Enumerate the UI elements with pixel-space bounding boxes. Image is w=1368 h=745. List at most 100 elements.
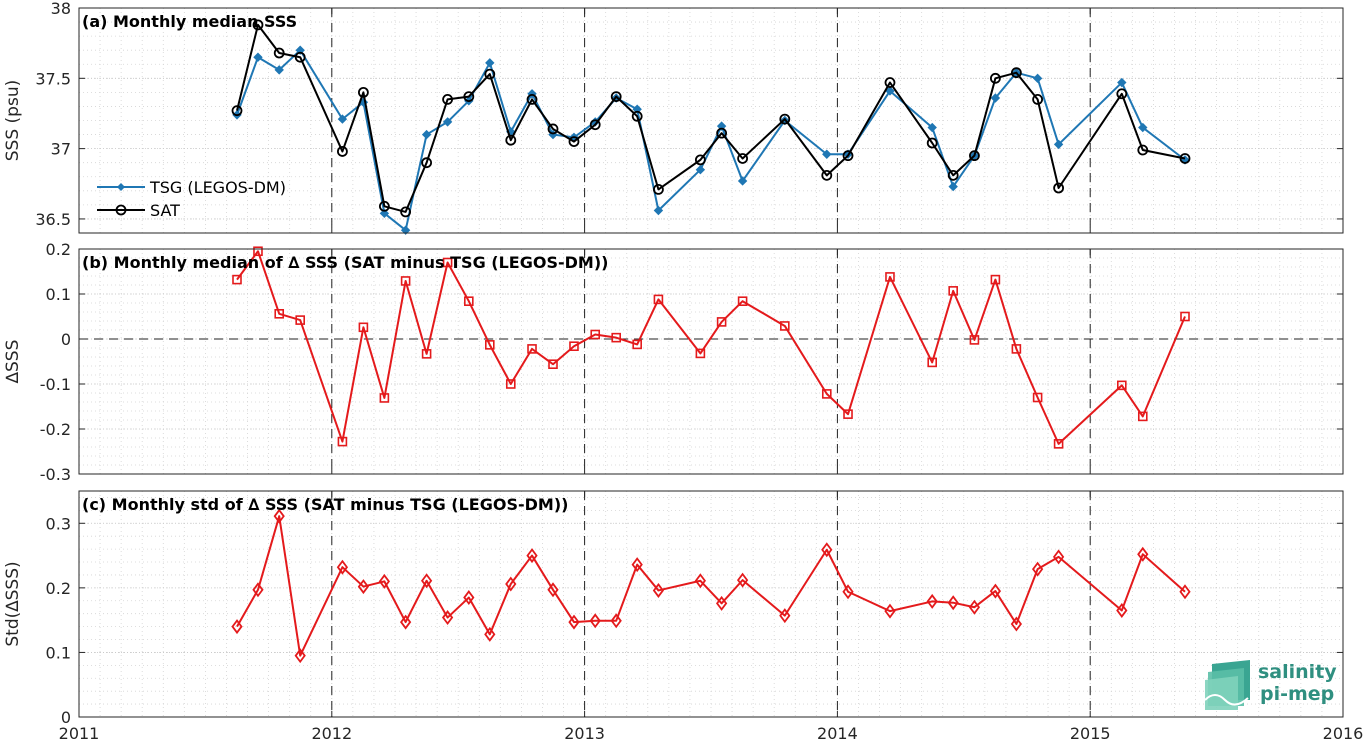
data-point bbox=[400, 225, 411, 235]
data-point bbox=[822, 149, 832, 159]
data-point bbox=[884, 603, 896, 619]
data-point bbox=[632, 339, 642, 350]
data-point bbox=[716, 121, 727, 131]
legend-marker bbox=[117, 183, 125, 191]
data-point bbox=[737, 176, 748, 186]
data-point bbox=[253, 246, 263, 257]
data-point bbox=[463, 590, 475, 606]
data-point bbox=[715, 595, 728, 611]
series-sat bbox=[231, 19, 1191, 218]
data-point bbox=[821, 169, 833, 181]
axes-box bbox=[78, 7, 1344, 234]
y-tick-label: 36.5 bbox=[35, 210, 71, 229]
data-point bbox=[1179, 584, 1191, 600]
data-point bbox=[948, 286, 958, 296]
data-point bbox=[1138, 122, 1148, 133]
data-point bbox=[547, 582, 559, 598]
data-point bbox=[716, 127, 728, 139]
data-point bbox=[947, 169, 959, 181]
data-point bbox=[589, 119, 601, 131]
axes-box bbox=[78, 248, 1344, 475]
data-point bbox=[821, 389, 832, 399]
data-point bbox=[1117, 380, 1127, 391]
series-line bbox=[236, 23, 1186, 213]
y-tick-label: 0.2 bbox=[46, 579, 71, 598]
data-point bbox=[653, 205, 664, 216]
data-point bbox=[737, 153, 748, 164]
y-tick-label: 0.3 bbox=[46, 514, 71, 533]
data-point bbox=[1137, 546, 1149, 562]
data-point bbox=[274, 65, 284, 75]
y-tick-label: -0.3 bbox=[40, 465, 71, 484]
data-point bbox=[1116, 602, 1128, 618]
data-point bbox=[927, 122, 937, 133]
x-tick-label: 2011 bbox=[59, 724, 100, 743]
data-point bbox=[485, 58, 495, 68]
data-point bbox=[968, 599, 981, 615]
data-point bbox=[780, 321, 790, 331]
data-point bbox=[1052, 549, 1065, 565]
data-point bbox=[1010, 616, 1023, 632]
x-tick-label: 2013 bbox=[564, 724, 605, 743]
data-point bbox=[273, 47, 285, 59]
data-point bbox=[420, 573, 433, 589]
data-point bbox=[1180, 311, 1190, 322]
legend-label: SAT bbox=[150, 201, 180, 220]
y-axis-label: ∆SSS bbox=[3, 340, 23, 385]
data-point bbox=[568, 136, 580, 147]
y-tick-label: 37 bbox=[51, 140, 71, 159]
data-point bbox=[736, 572, 749, 588]
y-tick-label: 38 bbox=[51, 0, 71, 18]
series-line bbox=[236, 250, 1186, 445]
data-point bbox=[421, 349, 432, 359]
data-point bbox=[441, 610, 454, 626]
data-point bbox=[947, 595, 959, 611]
data-point bbox=[927, 357, 938, 368]
data-point bbox=[1137, 144, 1149, 156]
data-point bbox=[294, 648, 306, 664]
y-tick-label: 0.1 bbox=[46, 643, 71, 662]
data-point bbox=[610, 613, 622, 629]
data-point bbox=[1010, 67, 1022, 79]
data-point bbox=[505, 576, 517, 592]
grid bbox=[78, 491, 1344, 718]
data-point bbox=[1053, 439, 1064, 449]
data-point bbox=[990, 72, 1001, 84]
data-point bbox=[337, 436, 348, 447]
data-point bbox=[632, 104, 642, 114]
data-point bbox=[716, 317, 727, 327]
logo-line1: salinity bbox=[1258, 661, 1337, 683]
data-point bbox=[989, 583, 1002, 599]
data-point bbox=[484, 626, 496, 642]
data-point bbox=[400, 206, 412, 218]
y-axis-label: SSS (psu) bbox=[3, 80, 23, 161]
series-delta bbox=[231, 508, 1191, 664]
data-point bbox=[378, 200, 390, 212]
data-point bbox=[653, 184, 664, 195]
data-point bbox=[611, 332, 622, 343]
legend-label: TSG (LEGOS-DM) bbox=[149, 178, 286, 197]
data-point bbox=[589, 613, 601, 629]
data-point bbox=[378, 573, 391, 589]
legend-marker bbox=[115, 204, 127, 216]
data-point bbox=[842, 150, 854, 162]
data-point bbox=[885, 86, 895, 96]
data-point bbox=[843, 409, 853, 419]
x-tick-label: 2015 bbox=[1070, 724, 1111, 743]
data-point bbox=[695, 348, 706, 359]
series-delta bbox=[232, 246, 1190, 449]
data-point bbox=[548, 359, 558, 370]
data-point bbox=[274, 308, 285, 319]
data-point bbox=[779, 113, 791, 125]
data-point bbox=[779, 608, 791, 624]
data-point bbox=[252, 582, 264, 598]
data-point bbox=[948, 181, 958, 192]
data-point bbox=[399, 614, 412, 630]
data-point bbox=[273, 508, 285, 524]
data-point bbox=[337, 146, 348, 157]
data-point bbox=[505, 134, 517, 146]
data-point bbox=[442, 117, 453, 127]
data-point bbox=[379, 393, 390, 403]
logo-icon bbox=[1204, 660, 1250, 710]
data-point bbox=[653, 294, 664, 305]
